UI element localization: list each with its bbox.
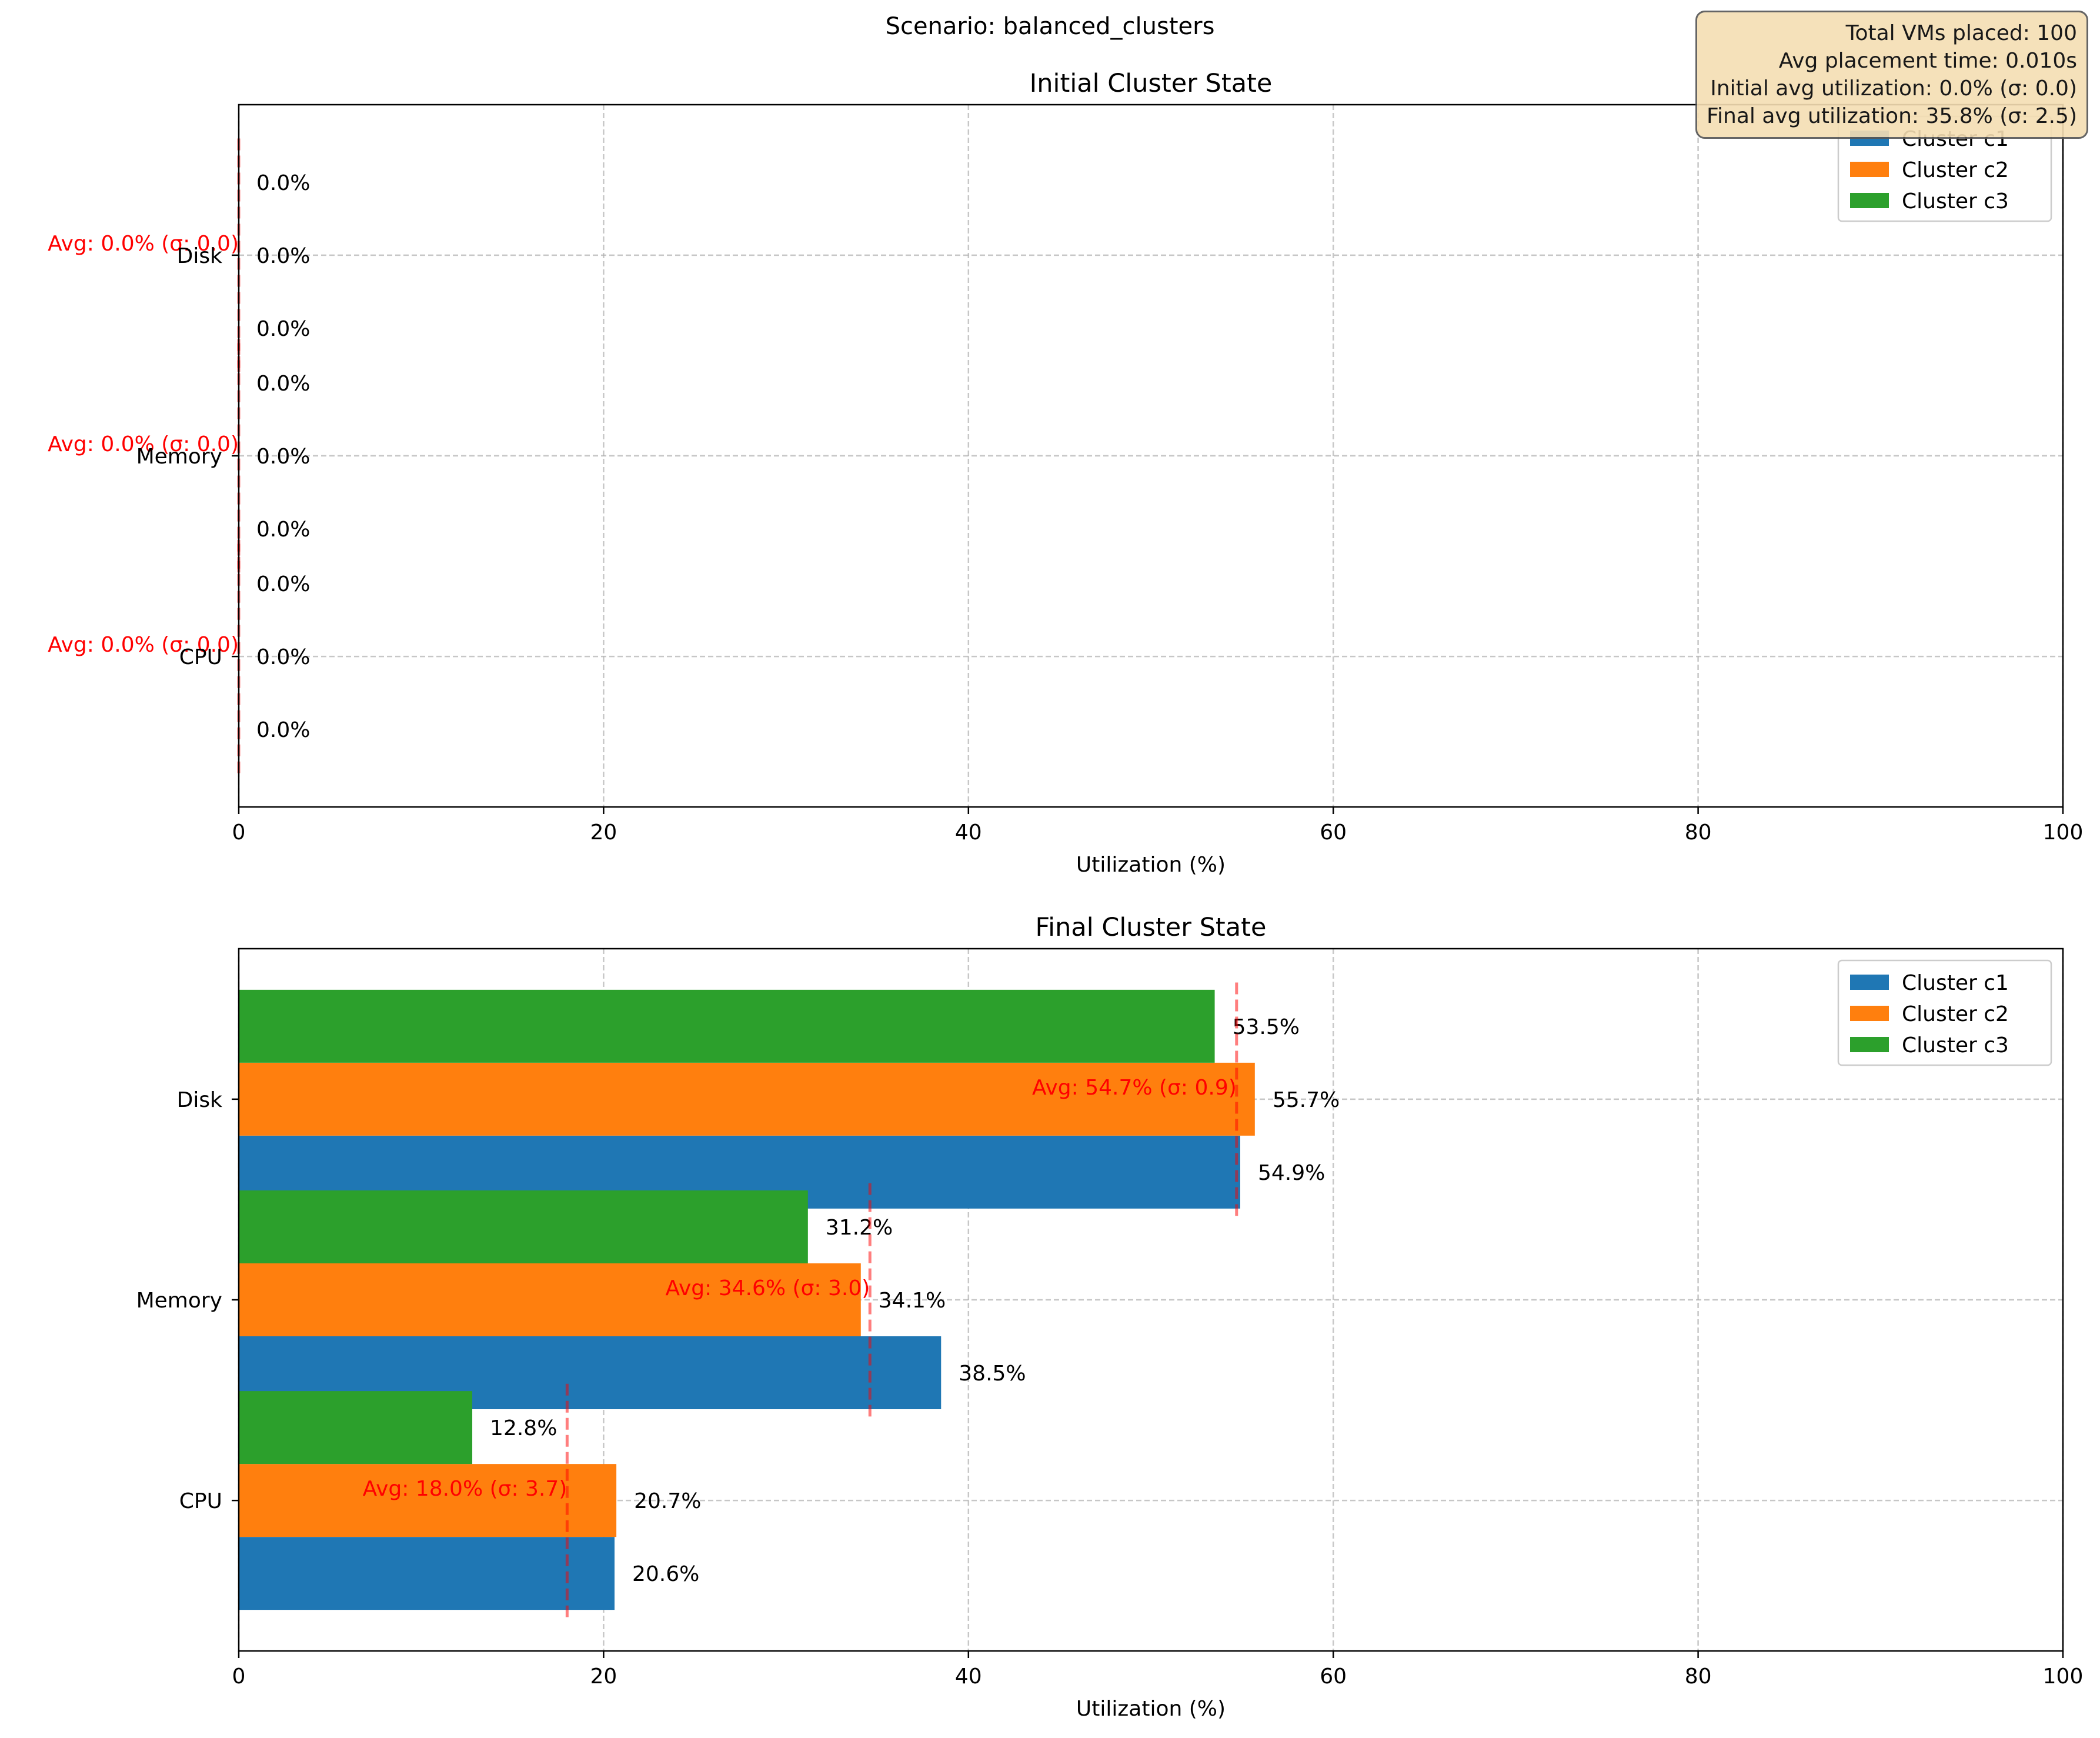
bar-value-label: 20.7% xyxy=(634,1489,701,1513)
average-label: Avg: 0.0% (σ: 0.0) xyxy=(48,633,239,657)
x-tick-label: 80 xyxy=(1685,1664,1712,1689)
bar-value-label: 0.0% xyxy=(256,718,310,742)
average-label: Avg: 0.0% (σ: 0.0) xyxy=(48,432,239,456)
y-tick-label-memory: Memory xyxy=(136,445,222,469)
bar-cluster-c1-cpu xyxy=(239,1537,615,1610)
bar-value-label: 38.5% xyxy=(959,1362,1026,1386)
x-tick-label: 40 xyxy=(955,820,982,845)
bar-value-label: 0.0% xyxy=(256,518,310,542)
bar-value-label: 0.0% xyxy=(256,572,310,596)
y-tick-label-memory: Memory xyxy=(136,1289,222,1313)
chart-title: Final Cluster State xyxy=(1036,913,1267,942)
x-tick-label: 0 xyxy=(232,1664,246,1689)
legend: Cluster c1 Cluster c2 Cluster c3 xyxy=(1837,959,2052,1066)
initial-state-chart: 0.0% 0.0% 0.0% 0.0% 0.0% 0.0% 0.0% 0.0% 0.0% Avg:… xyxy=(48,69,2083,877)
average-label: Avg: 0.0% (σ: 0.0) xyxy=(48,232,239,256)
x-tick-label: 20 xyxy=(590,820,617,845)
bar-cluster-c3-disk xyxy=(239,989,1215,1063)
bar-value-label: 54.9% xyxy=(1258,1161,1325,1185)
stats-avg-time: Avg placement time: 0.010s xyxy=(1778,49,2077,73)
stats-initial-util: Initial avg utilization: 0.0% (σ: 0.0) xyxy=(1710,76,2077,101)
legend-swatch-2 xyxy=(1850,1006,1889,1021)
bar-value-label: 0.0% xyxy=(256,244,310,268)
x-tick-label: 20 xyxy=(590,1664,617,1689)
legend-frame xyxy=(1837,959,2052,1066)
x-tick-label: 60 xyxy=(1320,820,1347,845)
stats-total-vms: Total VMs placed: 100 xyxy=(1845,21,2077,45)
bar-cluster-c2-memory xyxy=(239,1263,861,1336)
figure-title: Scenario: balanced_clusters xyxy=(885,13,1215,40)
x-tick-label: 40 xyxy=(955,1664,982,1689)
x-tick-label: 60 xyxy=(1320,1664,1347,1689)
bar-value-label: 55.7% xyxy=(1273,1088,1340,1112)
bar-value-label: 12.8% xyxy=(490,1416,557,1440)
stats-final-util: Final avg utilization: 35.8% (σ: 2.5) xyxy=(1706,104,2077,128)
legend-label: Cluster c2 xyxy=(1902,158,2009,182)
final-state-chart: 20.6% 38.5% 54.9% 20.7% 34.1% 55.7% 12.8% 31.2%… xyxy=(136,913,2084,1721)
bar-cluster-c3-memory xyxy=(239,1190,808,1263)
bar-value-label: 53.5% xyxy=(1233,1015,1300,1039)
y-tick-label-disk: Disk xyxy=(177,1088,222,1112)
bar-cluster-c3-cpu xyxy=(239,1391,473,1465)
x-tick-label: 100 xyxy=(2043,1664,2084,1689)
bar-value-label: 20.6% xyxy=(632,1562,699,1586)
legend-swatch-3 xyxy=(1850,1037,1889,1052)
bar-cluster-c2-cpu xyxy=(239,1464,617,1537)
bar-value-label: 0.0% xyxy=(256,317,310,341)
x-axis-label: Utilization (%) xyxy=(1076,1697,1226,1721)
y-tick-label-cpu: CPU xyxy=(179,645,222,669)
legend-swatch-2 xyxy=(1850,162,1889,177)
bar-value-label: 0.0% xyxy=(256,645,310,669)
bar-value-label: 0.0% xyxy=(256,372,310,396)
bar-value-label: 31.2% xyxy=(826,1216,893,1240)
bar-value-label: 0.0% xyxy=(256,171,310,195)
x-tick-label: 80 xyxy=(1685,820,1712,845)
bar-cluster-c2-disk xyxy=(239,1062,1255,1136)
x-tick-label: 100 xyxy=(2043,820,2084,845)
average-label: Avg: 18.0% (σ: 3.7) xyxy=(363,1477,567,1501)
legend-label: Cluster c2 xyxy=(1902,1002,2009,1026)
stats-box: Total VMs placed: 100 Avg placement time… xyxy=(1695,11,2088,139)
bar-value-label: 34.1% xyxy=(879,1289,946,1313)
y-tick-label-cpu: CPU xyxy=(179,1489,222,1513)
bar-value-label: 0.0% xyxy=(256,445,310,469)
average-label: Avg: 54.7% (σ: 0.9) xyxy=(1032,1076,1237,1100)
legend-label: Cluster c1 xyxy=(1902,971,2009,995)
legend-label: Cluster c3 xyxy=(1902,189,2009,214)
legend-label: Cluster c3 xyxy=(1902,1033,2009,1058)
legend-swatch-3 xyxy=(1850,193,1889,208)
x-tick-label: 0 xyxy=(232,820,246,845)
x-axis-label: Utilization (%) xyxy=(1076,853,1226,877)
y-tick-label-disk: Disk xyxy=(177,244,222,268)
chart-title: Initial Cluster State xyxy=(1030,69,1273,98)
legend-swatch-1 xyxy=(1850,975,1889,990)
average-label: Avg: 34.6% (σ: 3.0) xyxy=(665,1276,870,1300)
